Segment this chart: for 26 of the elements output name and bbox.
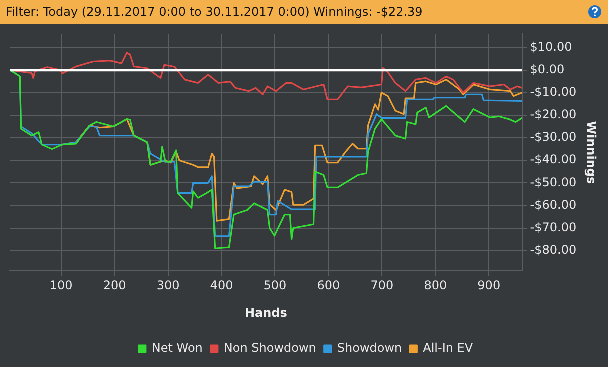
x-tick-label: 500 xyxy=(264,278,287,293)
x-tick-label: 800 xyxy=(424,278,448,293)
legend-label: Showdown xyxy=(337,341,402,356)
chart-title: Filter: Today (29.11.2017 0:00 to 30.11.2017 0:00) Winnings: -$22.39 xyxy=(6,5,423,19)
x-tick-label: 900 xyxy=(478,278,501,293)
legend-label: Non Showdown xyxy=(224,341,316,356)
y-tick-label: -$80.00 xyxy=(530,243,577,258)
x-tick-label: 400 xyxy=(210,278,234,293)
x-tick-label: 200 xyxy=(103,278,126,293)
y-axis-title: Winnings xyxy=(584,121,599,184)
legend-label: All-In EV xyxy=(423,341,474,356)
y-tick-label: $0.00 xyxy=(530,62,565,76)
x-tick-label: 600 xyxy=(317,278,340,293)
x-tick-label: 300 xyxy=(156,278,180,293)
y-tick-label: -$30.00 xyxy=(530,130,577,144)
y-tick-label: -$60.00 xyxy=(530,198,577,212)
y-tick-label: $10.00 xyxy=(530,40,572,54)
y-tick-label: -$20.00 xyxy=(530,108,577,122)
x-tick-label: 700 xyxy=(370,278,394,293)
y-tick-label: -$70.00 xyxy=(530,220,577,234)
x-tick-label: 100 xyxy=(50,278,73,293)
y-tick-label: -$50.00 xyxy=(530,175,577,190)
x-axis-title: Hands xyxy=(244,306,288,320)
y-tick-label: -$10.00 xyxy=(530,85,577,100)
legend-label: Net Won xyxy=(152,341,203,356)
y-tick-label: -$40.00 xyxy=(530,152,577,167)
